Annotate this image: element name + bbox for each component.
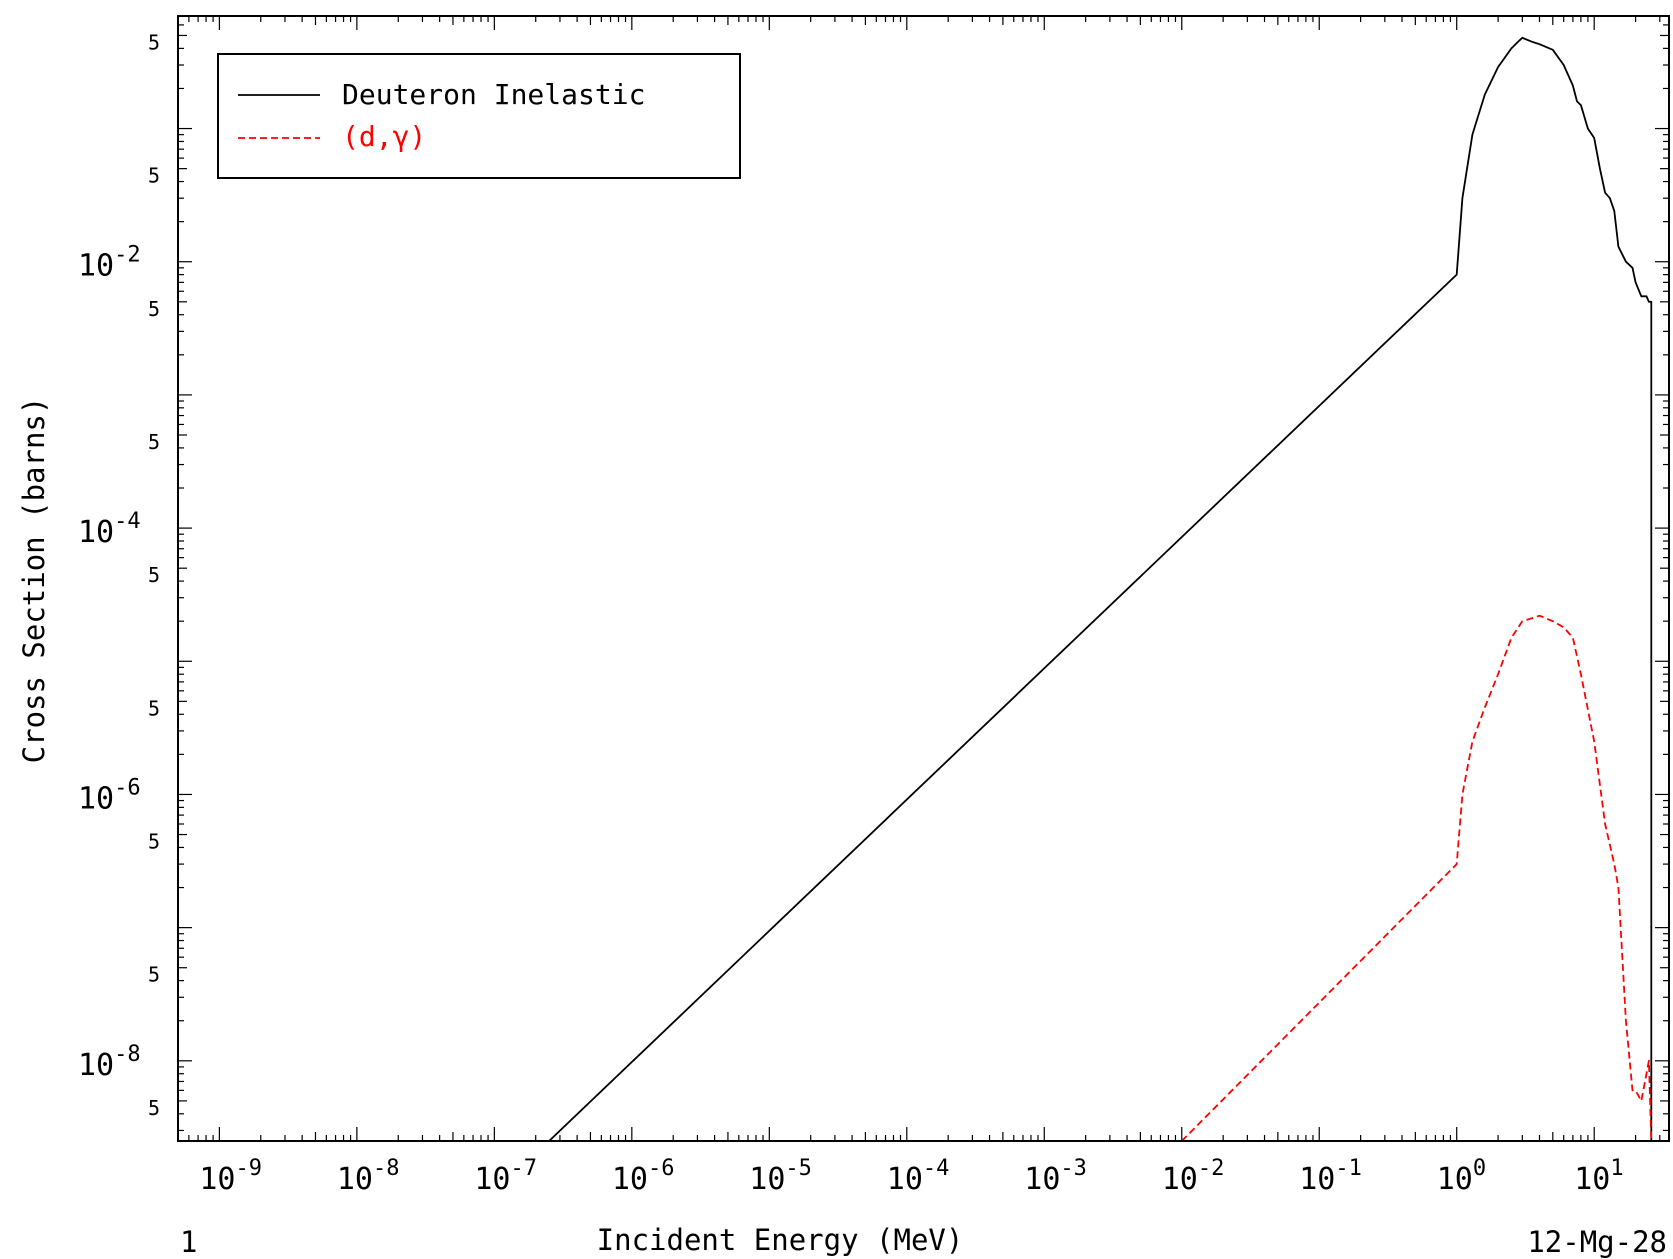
y-minor-tick-label: 5 bbox=[148, 30, 160, 54]
x-tick-label: 10-1 bbox=[1299, 1156, 1362, 1197]
x-tick-label: 10-6 bbox=[612, 1156, 675, 1197]
x-tick-label: 10-7 bbox=[474, 1156, 537, 1197]
x-tick-label: 10-4 bbox=[887, 1156, 950, 1197]
series-line-0 bbox=[548, 36, 1653, 1142]
y-minor-tick-label: 5 bbox=[148, 164, 160, 188]
x-tick-label: 100 bbox=[1437, 1156, 1486, 1197]
legend-box bbox=[217, 53, 741, 179]
footer-left: 1 bbox=[180, 1225, 197, 1259]
plot-frame bbox=[177, 15, 1670, 1142]
x-tick-label: 10-9 bbox=[199, 1156, 262, 1197]
y-minor-tick-label: 5 bbox=[148, 430, 160, 454]
y-minor-tick-label: 5 bbox=[148, 1096, 160, 1120]
x-tick-label: 10-3 bbox=[1024, 1156, 1087, 1197]
x-tick-label: 10-5 bbox=[749, 1156, 812, 1197]
x-tick-label: 10-2 bbox=[1162, 1156, 1225, 1197]
tick-labels: 5 5 5 5 5 5 5 5 5 10-9 10-8 10-7 10-6 10-5 10-4 10-3 10-… bbox=[78, 30, 1624, 1197]
y-tick-label: 10-6 bbox=[78, 775, 141, 816]
legend-label-d-gamma: (d,γ) bbox=[342, 120, 426, 153]
y-minor-tick-label: 5 bbox=[148, 563, 160, 587]
series-layer bbox=[548, 36, 1653, 1142]
y-minor-tick-label: 5 bbox=[148, 830, 160, 854]
legend-label-deuteron-inelastic: Deuteron Inelastic bbox=[342, 78, 645, 111]
x-axis-label: Incident Energy (MeV) bbox=[597, 1223, 964, 1257]
series-line-1 bbox=[1181, 614, 1653, 1142]
legend: Deuteron Inelastic (d,γ) bbox=[217, 53, 741, 179]
y-minor-tick-label: 5 bbox=[148, 696, 160, 720]
y-tick-label: 10-4 bbox=[78, 509, 141, 550]
y-axis-label: Cross Section (barns) bbox=[17, 397, 51, 764]
footer-right: 12-Mg-28 bbox=[1527, 1225, 1667, 1259]
y-tick-label: 10-8 bbox=[78, 1042, 141, 1083]
y-minor-tick-label: 5 bbox=[148, 297, 160, 321]
x-tick-label: 101 bbox=[1574, 1156, 1623, 1197]
x-tick-label: 10-8 bbox=[337, 1156, 400, 1197]
axis-ticks bbox=[177, 16, 1669, 1141]
y-tick-label: 10-2 bbox=[78, 243, 141, 284]
y-minor-tick-label: 5 bbox=[148, 963, 160, 987]
